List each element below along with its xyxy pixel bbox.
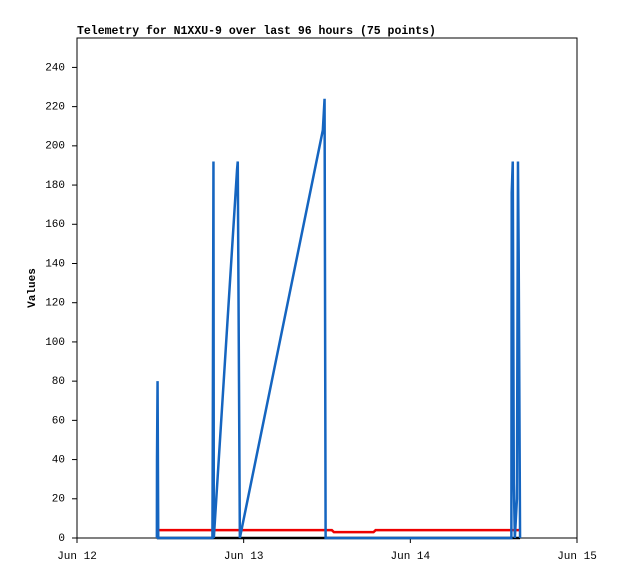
- series-line: [155, 98, 522, 540]
- x-tick-label: Jun 15: [557, 551, 597, 563]
- series-line: [156, 528, 521, 534]
- y-tick-label: 40: [52, 454, 65, 466]
- y-tick-label: 220: [45, 102, 65, 114]
- y-tick-label: 160: [45, 219, 65, 231]
- chart-title: Telemetry for N1XXU-9 over last 96 hours…: [77, 25, 436, 38]
- y-tick-label: 80: [52, 376, 65, 388]
- y-tick-label: 120: [45, 298, 65, 310]
- y-tick-label: 20: [52, 494, 65, 506]
- x-tick-label: Jun 12: [57, 551, 97, 563]
- y-tick-label: 60: [52, 415, 65, 427]
- y-tick-label: 0: [58, 533, 65, 545]
- x-tick-label: Jun 13: [224, 551, 264, 563]
- y-tick-label: 240: [45, 62, 65, 74]
- y-tick-label: 140: [45, 258, 65, 270]
- y-tick-label: 200: [45, 141, 65, 153]
- x-tick-label: Jun 14: [391, 551, 431, 563]
- y-axis-label: Values: [27, 268, 39, 308]
- y-tick-label: 180: [45, 180, 65, 192]
- y-tick-label: 100: [45, 337, 65, 349]
